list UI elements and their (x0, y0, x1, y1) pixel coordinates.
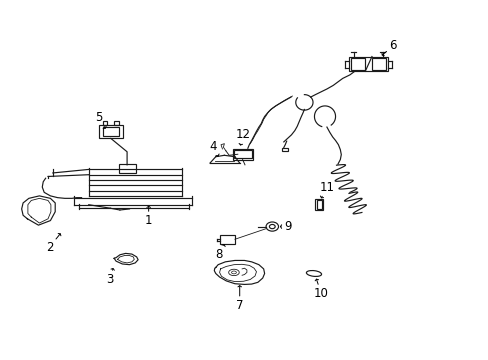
Bar (350, 58, 365, 69)
Bar (348, 57, 387, 71)
Text: 6: 6 (381, 40, 396, 56)
Text: 12: 12 (235, 129, 250, 145)
Text: 3: 3 (105, 269, 114, 286)
Text: 9: 9 (280, 220, 291, 233)
Bar (102, 127, 119, 136)
Bar (315, 199, 323, 210)
Bar (114, 121, 119, 125)
Text: 1: 1 (144, 206, 152, 227)
Bar (102, 121, 107, 125)
Text: 5: 5 (95, 111, 106, 129)
Bar (99, 125, 122, 138)
Bar (316, 200, 321, 209)
Bar (232, 149, 253, 159)
Bar (219, 235, 234, 244)
Bar (119, 164, 136, 173)
Text: 11: 11 (319, 181, 334, 198)
Text: 8: 8 (215, 245, 224, 261)
Bar (371, 58, 386, 69)
Text: 2: 2 (45, 234, 61, 253)
Bar (234, 150, 251, 158)
Text: 7: 7 (236, 286, 243, 312)
Text: 10: 10 (313, 279, 328, 300)
Text: 4: 4 (209, 140, 219, 156)
Bar (281, 148, 287, 151)
